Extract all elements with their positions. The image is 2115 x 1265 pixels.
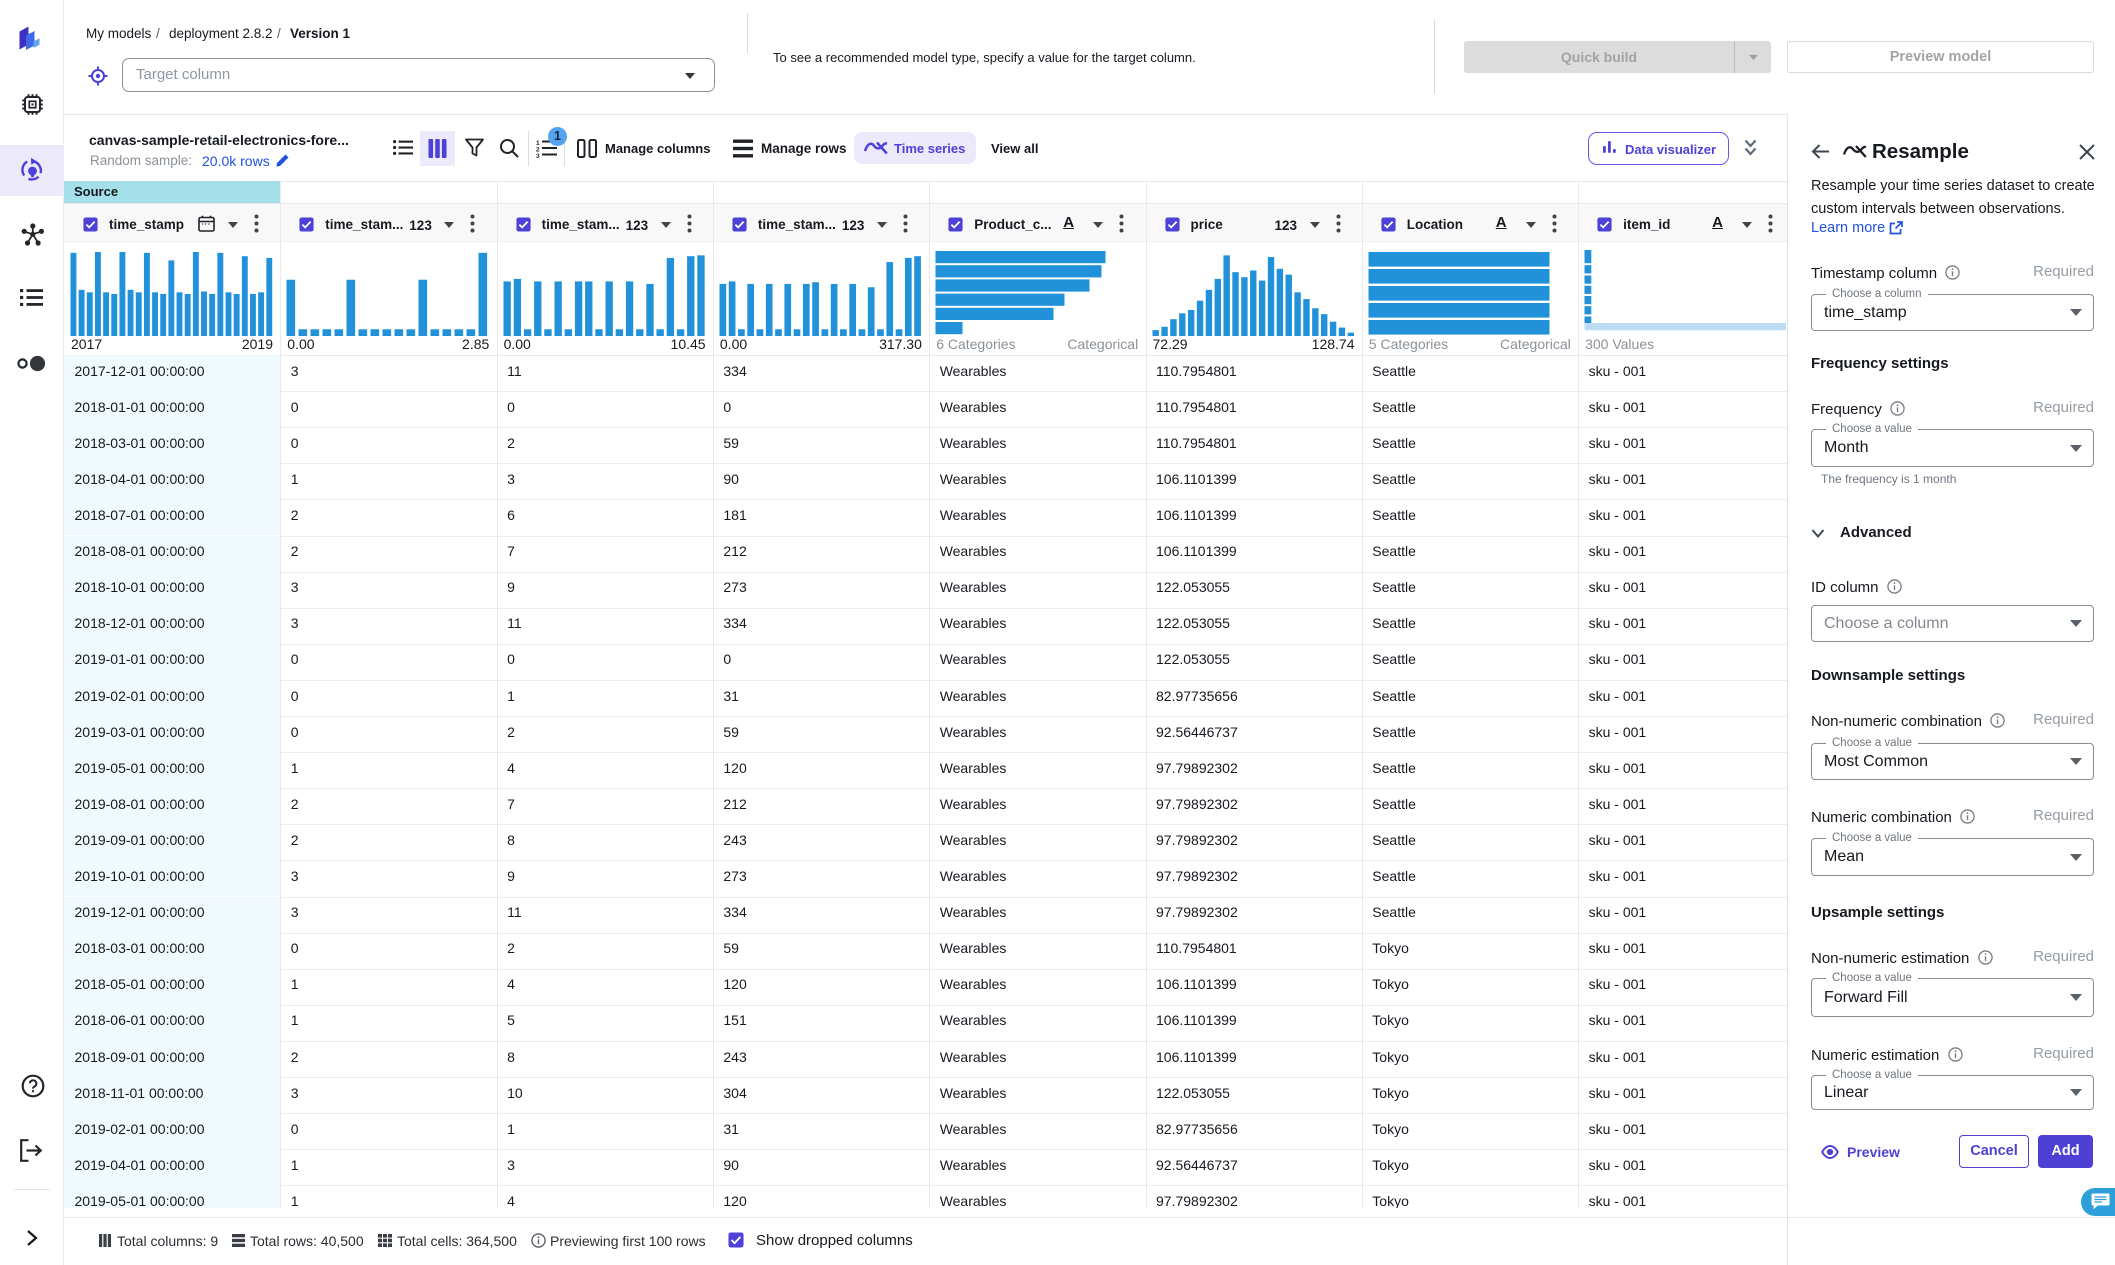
svg-text:3: 3 xyxy=(536,153,540,158)
svg-text:1: 1 xyxy=(536,140,540,147)
svg-text:2: 2 xyxy=(536,147,540,154)
